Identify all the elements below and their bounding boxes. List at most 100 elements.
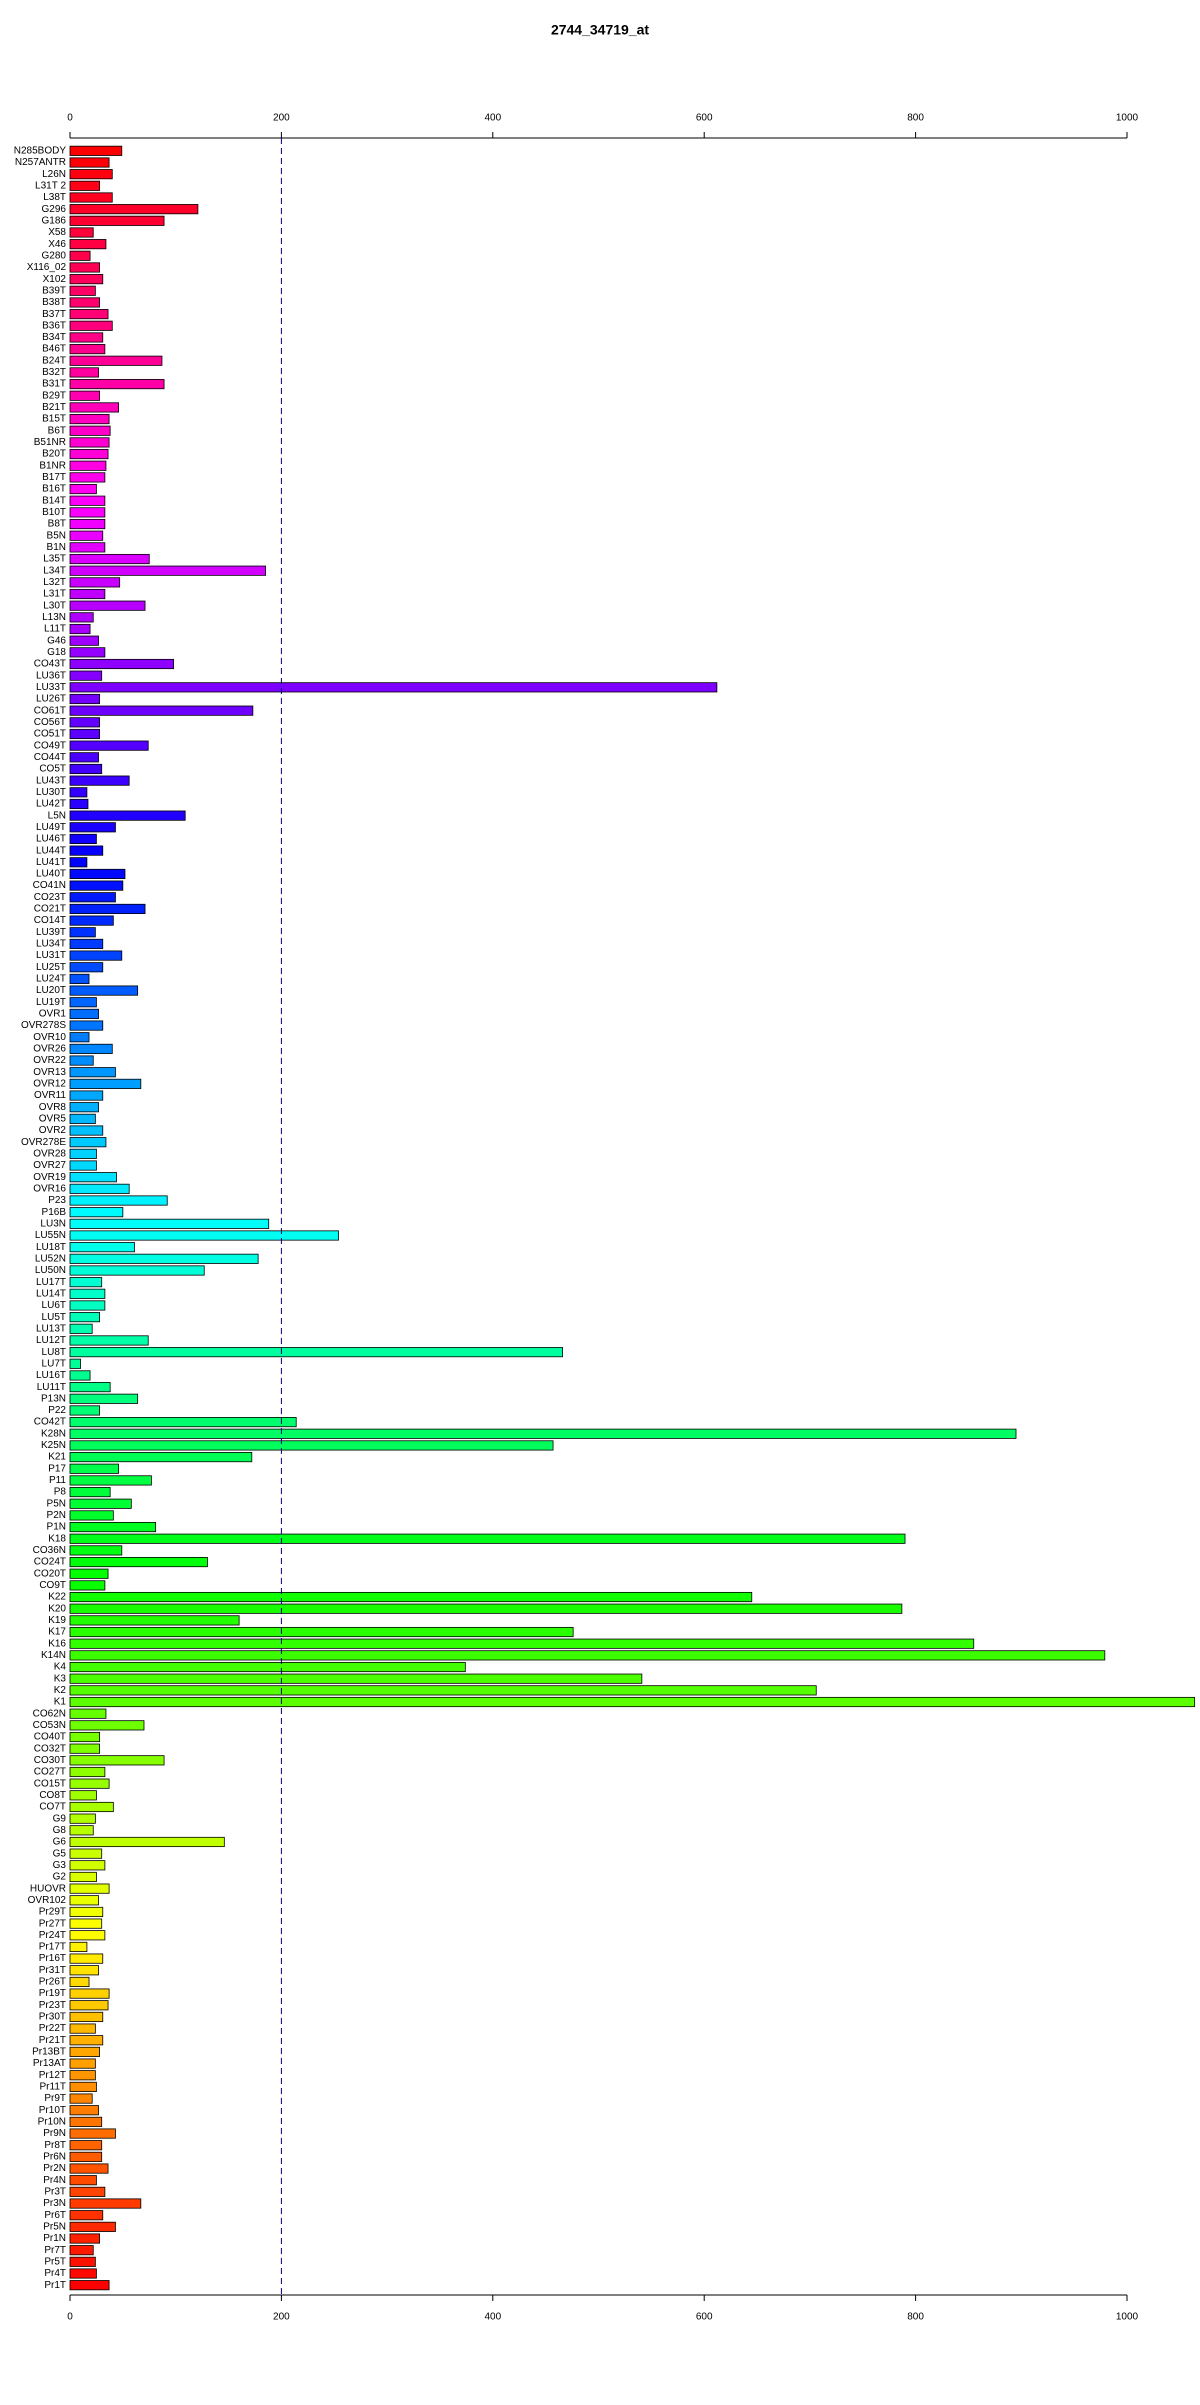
bar (69, 728, 100, 740)
bar (69, 2210, 104, 2221)
bar (69, 495, 106, 506)
bar (69, 623, 91, 635)
y-tick-label: B1N (47, 542, 66, 553)
y-tick-label: B17T (42, 472, 66, 483)
y-tick-label: P16B (42, 1207, 67, 1218)
bar (69, 1778, 110, 1789)
bar (69, 1463, 120, 1474)
bar (69, 1801, 114, 1813)
y-tick-label: LU12T (36, 1335, 66, 1346)
y-tick-label: OVR27 (33, 1160, 66, 1171)
bar (69, 297, 100, 308)
bar (69, 1906, 104, 1918)
bar (69, 1603, 903, 1614)
y-tick-label: LU42T (36, 799, 66, 810)
bar (69, 892, 116, 903)
y-tick-label: LU14T (36, 1288, 66, 1299)
y-tick-label: K19 (48, 1615, 66, 1626)
bar (69, 1895, 99, 1906)
y-tick-label: K28N (41, 1428, 66, 1439)
y-tick-label: Pr5N (43, 2221, 66, 2232)
y-tick-label: L31T (43, 589, 66, 600)
y-tick-label: LU18T (36, 1242, 66, 1253)
y-tick-label: CO51T (34, 729, 66, 740)
bar (69, 1766, 106, 1778)
bar (69, 2116, 103, 2127)
y-tick-label: LU50N (35, 1265, 66, 1276)
bar (69, 2011, 104, 2022)
bar (69, 1731, 100, 1743)
y-tick-label: Pr21T (39, 2035, 66, 2046)
bar (69, 2221, 116, 2232)
bar (69, 1755, 165, 1766)
bar (69, 1125, 104, 1136)
y-tick-label: G8 (53, 1825, 67, 1836)
y-tick-label: CO21T (34, 904, 66, 915)
bar (69, 320, 113, 331)
y-tick-label: Pr27T (39, 1918, 66, 1929)
y-tick-label: LU20T (36, 985, 66, 996)
bar (69, 2023, 96, 2034)
y-tick-label: CO42T (34, 1417, 66, 1428)
y-tick-label: B32T (42, 367, 66, 378)
bar (69, 1475, 152, 1486)
bar (69, 915, 114, 926)
y-tick-label: OVR278S (21, 1020, 66, 1031)
bar (69, 1883, 110, 1894)
y-tick-label: K18 (48, 1533, 66, 1544)
y-tick-label: CO36N (33, 1545, 66, 1556)
y-tick-label: LU39T (36, 927, 66, 938)
y-tick-label: LU55N (35, 1230, 66, 1241)
y-tick-label: P11 (49, 1475, 66, 1486)
bar (69, 973, 90, 984)
y-tick-label: CO5T (39, 764, 66, 775)
y-tick-label: G280 (42, 250, 67, 261)
bar (69, 1930, 106, 1941)
bar (69, 950, 123, 961)
y-tick-label: LU6T (42, 1300, 66, 1311)
y-tick-label: Pr13AT (33, 2058, 66, 2069)
bar (69, 2151, 103, 2162)
bar (69, 1090, 104, 1101)
y-tick-label: Pr1N (43, 2233, 66, 2244)
y-tick-label: Pr13BT (32, 2047, 66, 2058)
y-tick-label: G296 (42, 204, 67, 215)
bar (69, 274, 104, 285)
bar (69, 1626, 574, 1638)
bar (69, 2140, 103, 2151)
bar (69, 997, 97, 1008)
bar (69, 437, 110, 448)
bar (69, 355, 163, 366)
bar (69, 752, 99, 763)
bar (69, 2093, 93, 2104)
bar (69, 2256, 96, 2267)
bar (69, 2105, 99, 2116)
bar (69, 787, 88, 798)
y-tick-label: P1N (47, 1522, 66, 1533)
y-tick-label: Pr12T (39, 2070, 66, 2081)
bar (69, 693, 100, 705)
y-tick-label: B31T (42, 379, 66, 390)
bar (69, 2198, 142, 2209)
bar (69, 1405, 100, 1416)
y-tick-label: P8 (54, 1487, 67, 1498)
bar (69, 414, 110, 425)
y-tick-label: CO53N (33, 1720, 66, 1731)
bar (69, 903, 146, 914)
x-tick-label: 800 (907, 113, 924, 124)
x-tick-label: 1000 (1116, 2312, 1139, 2323)
bar (69, 1860, 106, 1871)
bar (69, 798, 89, 810)
y-tick-label: LU7T (42, 1358, 66, 1369)
y-tick-label: Pr24T (39, 1930, 66, 1941)
bar (69, 285, 96, 296)
y-tick-label: LU26T (36, 694, 66, 705)
bar (69, 169, 113, 180)
y-tick-label: LU41T (36, 857, 66, 868)
bar (69, 542, 106, 553)
x-tick-label: 600 (696, 113, 713, 124)
bar (69, 1871, 97, 1883)
y-tick-label: LU25T (36, 962, 66, 973)
y-tick-label: LU11T (37, 1382, 66, 1393)
bar (69, 1265, 205, 1276)
